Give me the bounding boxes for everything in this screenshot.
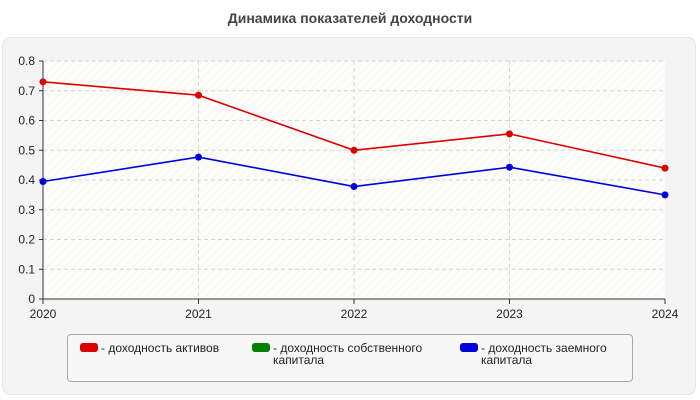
data-point bbox=[195, 91, 202, 99]
y-tick-label: 0.8 bbox=[18, 54, 35, 68]
data-point bbox=[661, 191, 669, 199]
data-point bbox=[506, 130, 513, 138]
x-tick-label: 2020 bbox=[30, 307, 57, 321]
data-point bbox=[350, 146, 358, 154]
y-tick-label: 0.2 bbox=[18, 233, 35, 247]
y-tick-label: 0 bbox=[28, 292, 35, 306]
data-point bbox=[195, 153, 202, 161]
y-tick-label: 0.6 bbox=[18, 114, 35, 128]
data-point bbox=[39, 78, 47, 86]
data-point bbox=[39, 177, 47, 185]
x-tick-label: 2022 bbox=[341, 307, 368, 321]
legend-swatch bbox=[252, 343, 270, 352]
chart-title: Динамика показателей доходности bbox=[227, 10, 473, 26]
legend-label: - доходность заемного капитала bbox=[481, 341, 607, 367]
x-tick-label: 2021 bbox=[185, 307, 212, 321]
series-group bbox=[39, 78, 669, 199]
data-point bbox=[506, 163, 513, 171]
x-tick-label: 2024 bbox=[652, 307, 679, 321]
tick-labels: 0 0.1 0.2 0.3 0.4 0.5 0.6 0.7 0.8 2020 2021 2022 202… bbox=[18, 54, 678, 321]
legend-label: - доходность активов bbox=[101, 341, 220, 355]
legend-item: - доходность собственного капитала bbox=[252, 342, 443, 366]
y-tick-label: 0.3 bbox=[18, 203, 35, 217]
data-point bbox=[350, 183, 358, 191]
chart-legend: - доходность активов - доходность собстве… bbox=[67, 334, 633, 382]
legend-item: - доходность заемного капитала bbox=[460, 342, 651, 366]
x-tick-label: 2023 bbox=[496, 307, 523, 321]
y-tick-label: 0.7 bbox=[18, 84, 35, 98]
legend-swatch bbox=[80, 343, 98, 352]
y-tick-label: 0.5 bbox=[18, 143, 35, 157]
legend-swatch bbox=[460, 343, 478, 352]
data-point bbox=[661, 164, 669, 172]
y-tick-label: 0.4 bbox=[18, 173, 35, 187]
legend-label: - доходность собственного капитала bbox=[273, 341, 423, 367]
y-tick-label: 0.1 bbox=[18, 262, 35, 276]
legend-item: - доходность активов bbox=[80, 342, 271, 354]
